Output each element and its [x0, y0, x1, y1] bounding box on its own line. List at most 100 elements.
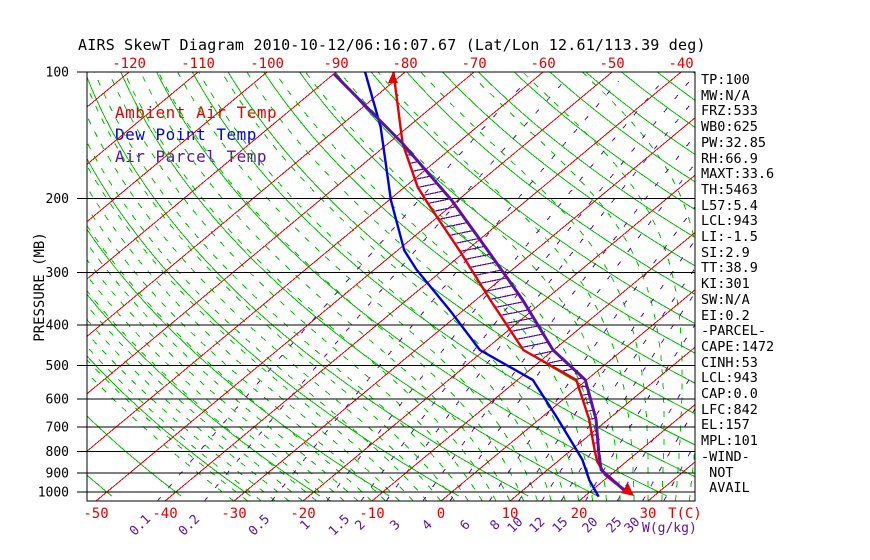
parcel-temp-curve — [332, 72, 629, 495]
panel-item: FRZ:533 — [701, 103, 758, 120]
moist-adiabat-line — [305, 72, 607, 501]
cape-hatch-line — [438, 214, 463, 220]
top-temp-label: -80 — [392, 56, 417, 72]
bottom-temp-label: -20 — [290, 506, 315, 522]
temp-axis-label: T(C) — [668, 506, 702, 522]
pressure-tick-label: 200 — [46, 192, 69, 207]
mixing-ratio-label: 4 — [419, 517, 435, 533]
isotherm-line — [95, 72, 613, 501]
pressure-tick-label: 500 — [46, 359, 69, 374]
pressure-tick-label: 100 — [46, 66, 69, 81]
bottom-temp-label: 30 — [640, 506, 657, 522]
pressure-axis-label: PRESSURE (MB) — [32, 232, 48, 342]
top-temp-label: -50 — [599, 56, 624, 72]
moist-adiabat-line — [87, 359, 249, 501]
moist-adiabat-line — [140, 72, 511, 501]
isotherm-line — [87, 72, 199, 165]
cape-hatch-line — [469, 261, 497, 268]
mixing-ratio-label: 0.5 — [246, 512, 273, 539]
moist-adiabat-line — [87, 84, 456, 501]
moist-adiabat-line — [522, 72, 683, 501]
panel-item: CINH:53 — [701, 354, 758, 371]
cape-hatch-line — [443, 221, 468, 228]
moist-adiabat-line — [420, 72, 649, 501]
cape-hatch-line — [532, 350, 555, 356]
pressure-tick-label: 1000 — [38, 486, 69, 501]
bottom-temp-label: -10 — [359, 506, 384, 522]
pressure-tick-label: 700 — [46, 420, 69, 435]
panel-item: CAPE:1472 — [701, 338, 775, 355]
mixing-ratio-label: 3 — [387, 517, 403, 533]
mixing-ratio-label: 0.1 — [127, 512, 154, 539]
top-temp-label: -90 — [323, 56, 348, 72]
dry-adiabat-line — [120, 72, 598, 497]
top-temp-label: -60 — [530, 56, 555, 72]
bottom-temp-label: -50 — [83, 506, 108, 522]
dry-adiabat-line — [87, 157, 460, 497]
cape-hatch-line — [417, 182, 438, 188]
ambient-top-arrow — [388, 72, 398, 83]
panel-item: EI:0.2 — [701, 307, 750, 324]
pressure-tick-label: 300 — [46, 266, 69, 281]
moist-adiabat-line — [221, 72, 566, 501]
moist-adiabat-line — [274, 72, 594, 501]
cape-hatch-line — [427, 198, 451, 204]
isotherm-line — [87, 72, 268, 223]
cape-hatch-line — [422, 190, 444, 196]
bottom-temp-label: -30 — [221, 506, 246, 522]
dry-adiabat-line — [513, 72, 695, 211]
panel-item: PW:32.85 — [701, 134, 767, 151]
moist-adiabat-line — [123, 72, 497, 501]
panel-item: NOT — [701, 464, 734, 481]
isotherm-line — [440, 289, 695, 501]
dry-adiabat-line — [406, 72, 695, 296]
mixing-ratio-label: 6 — [457, 517, 473, 533]
moist-adiabat-line — [581, 72, 695, 501]
top-temp-label: -100 — [250, 56, 284, 72]
pressure-tick-label: 800 — [46, 445, 69, 460]
moist-adiabat-line — [87, 318, 290, 501]
cape-hatch-line — [505, 317, 534, 324]
moist-adiabat-line — [87, 345, 262, 501]
cape-hatch-line — [500, 309, 529, 316]
mixing-axis-label: W(g/kg) — [642, 521, 697, 536]
isotherm-line — [371, 231, 695, 501]
moist-adiabat-line — [87, 114, 442, 501]
dry-adiabat-line — [585, 72, 695, 156]
cape-hatch-line — [489, 293, 519, 300]
moist-adiabat-line — [468, 72, 665, 501]
mixing-ratio-line — [271, 80, 619, 501]
dry-adiabat-line — [370, 72, 695, 325]
panel-item: KI:301 — [701, 276, 750, 293]
cape-hatch-line — [484, 285, 513, 292]
dry-adiabat-line — [549, 72, 695, 183]
cape-hatch-line — [546, 359, 564, 364]
dry-adiabat-line — [87, 355, 251, 497]
moist-adiabat-line — [377, 72, 635, 501]
isotherm-line — [87, 72, 406, 338]
isotherm-line — [87, 72, 544, 452]
top-temp-label: -110 — [181, 56, 215, 72]
cape-hatch-line — [479, 277, 508, 284]
panel-item: LI:-1.5 — [701, 229, 758, 246]
top-temp-label: -40 — [668, 56, 693, 72]
bottom-temp-label: 20 — [571, 506, 588, 522]
moist-adiabat-line — [246, 72, 580, 501]
cape-hatch-line — [464, 253, 491, 260]
panel-item: SI:2.9 — [701, 244, 750, 261]
pressure-tick-label: 400 — [46, 318, 69, 333]
mixing-ratio-line — [449, 162, 695, 501]
dry-adiabat-line — [299, 72, 695, 384]
dry-adiabat-line — [87, 75, 529, 497]
cape-hatch-line — [449, 229, 474, 236]
ambient-bottom-arrow — [621, 483, 634, 496]
moist-adiabat-line — [198, 72, 552, 501]
moist-adiabat-line — [108, 72, 483, 501]
isotherm-line — [302, 174, 695, 501]
dry-adiabat-line — [87, 293, 321, 497]
bottom-temp-label: 0 — [437, 506, 445, 522]
dry-adiabat-line — [87, 228, 390, 497]
panel-item: -WIND- — [701, 448, 750, 465]
dew-temp-curve — [363, 72, 600, 498]
